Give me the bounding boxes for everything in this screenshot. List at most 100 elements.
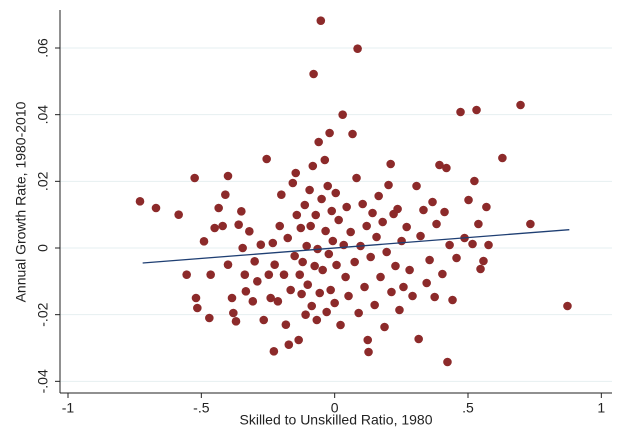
point [245, 227, 254, 236]
point [416, 231, 425, 241]
point [269, 347, 279, 356]
point [484, 240, 493, 250]
point [218, 221, 227, 231]
point [380, 322, 389, 332]
point [231, 317, 241, 326]
point [395, 305, 404, 315]
point [342, 202, 351, 212]
point [368, 208, 377, 218]
point [318, 265, 327, 275]
point [348, 129, 357, 139]
point [308, 161, 318, 171]
point [294, 335, 303, 345]
y-tick-label: -.04 [35, 369, 51, 393]
point [324, 249, 334, 259]
point [468, 239, 477, 249]
point [445, 240, 454, 250]
point [315, 288, 325, 298]
point [354, 308, 363, 318]
point [353, 44, 362, 53]
point [334, 215, 343, 225]
point [526, 219, 535, 229]
point [563, 301, 572, 311]
point [399, 282, 408, 292]
point [305, 185, 314, 195]
point [234, 220, 243, 229]
point [362, 221, 371, 231]
point [237, 207, 246, 216]
x-tick-label: -.5 [193, 400, 210, 416]
point [428, 197, 437, 207]
point [422, 278, 431, 288]
point [303, 280, 313, 289]
point [275, 221, 285, 231]
y-tick-label: .06 [35, 38, 51, 58]
point [435, 160, 444, 170]
point [256, 240, 266, 249]
point [382, 247, 391, 257]
point [452, 253, 461, 263]
point [360, 282, 369, 292]
point [474, 219, 483, 229]
point [414, 334, 423, 344]
x-tick-label: .5 [462, 400, 474, 416]
point [472, 105, 481, 115]
point [366, 252, 375, 262]
point [306, 221, 315, 231]
point [352, 173, 361, 183]
point [266, 293, 275, 303]
point [442, 163, 451, 173]
point [498, 153, 507, 163]
point [386, 159, 395, 169]
point [221, 190, 230, 199]
point [284, 340, 294, 349]
point [229, 308, 238, 318]
point [430, 292, 439, 302]
point [336, 320, 345, 330]
point [279, 270, 289, 279]
point [344, 291, 353, 301]
point [338, 110, 347, 119]
x-tick-label: -1 [62, 400, 75, 416]
point [273, 297, 283, 306]
point [259, 315, 269, 325]
point [378, 217, 387, 227]
point [199, 237, 209, 246]
point [182, 270, 191, 279]
point [320, 155, 330, 165]
point [312, 315, 322, 325]
point [432, 219, 441, 229]
y-tick-label: -.02 [35, 302, 51, 326]
point [412, 181, 421, 191]
point [321, 226, 330, 236]
point [268, 238, 278, 248]
point [309, 69, 318, 79]
point [440, 207, 449, 217]
point [402, 222, 411, 232]
point [295, 270, 305, 279]
point [270, 260, 279, 269]
point [364, 347, 373, 357]
point [314, 137, 323, 147]
point [262, 154, 271, 164]
point [297, 289, 306, 299]
point [310, 261, 319, 271]
y-axis-title: Annual Growth Rate, 1980-2010 [13, 101, 29, 302]
point [301, 310, 310, 319]
point [291, 168, 301, 178]
point [358, 199, 367, 209]
point [135, 197, 145, 206]
point [300, 200, 310, 210]
point [350, 257, 359, 267]
point [223, 171, 233, 181]
point [241, 287, 251, 296]
point [210, 223, 219, 233]
point [393, 204, 402, 214]
y-tick-label: .02 [35, 171, 51, 191]
point [325, 128, 334, 138]
point [397, 236, 406, 246]
point [248, 297, 258, 306]
point [346, 227, 355, 237]
